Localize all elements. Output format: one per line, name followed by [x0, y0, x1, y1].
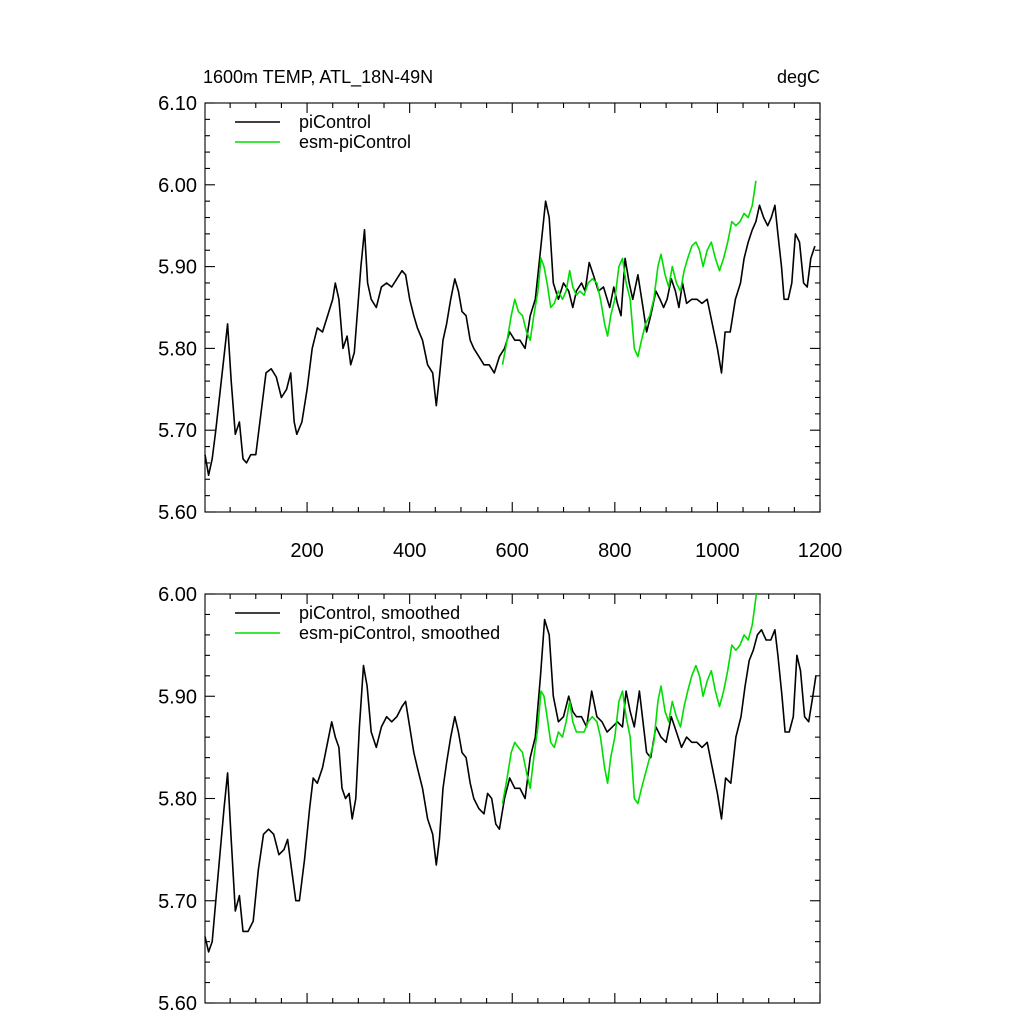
- legend-label: esm-piControl: [299, 132, 411, 152]
- x-tick-label: 800: [598, 540, 631, 562]
- legend-label: piControl: [299, 112, 371, 132]
- y-tick-label: 5.60: [158, 502, 197, 524]
- series-line-picontrol-smoothed: [204, 618, 817, 953]
- x-tick-label: 600: [496, 540, 529, 562]
- y-tick-label: 6.10: [158, 93, 197, 115]
- y-tick-label: 6.00: [158, 175, 197, 197]
- top-panel: 5.60 5.70 5.80 5.90 6.00 6.10 200 400 600 800 1000…: [158, 93, 842, 562]
- x-tick-label: 200: [290, 540, 323, 562]
- legend-label: piControl, smoothed: [299, 603, 460, 623]
- units-label: degC: [777, 67, 820, 87]
- y-tick-label: 5.70: [158, 891, 197, 913]
- bottom-panel: 5.60 5.70 5.80 5.90 6.00 piControl, smoothede…: [158, 584, 821, 1015]
- series-line-esm-picontrol: [501, 180, 757, 365]
- series-line-picontrol: [204, 200, 816, 476]
- legend-label: esm-piControl, smoothed: [299, 623, 500, 643]
- y-tick-label: 6.00: [158, 584, 197, 606]
- series-line-esm-picontrol-smoothed: [501, 593, 758, 805]
- y-tick-label: 5.80: [158, 789, 197, 811]
- y-tick-label: 5.90: [158, 686, 197, 708]
- x-tick-label: 400: [393, 540, 426, 562]
- y-tick-label: 5.70: [158, 420, 197, 442]
- plot-title: 1600m TEMP, ATL_18N-49N: [203, 67, 433, 88]
- x-tick-label: 1000: [695, 540, 740, 562]
- y-tick-label: 5.90: [158, 257, 197, 279]
- plot-frame: [204, 593, 821, 1004]
- y-tick-label: 5.60: [158, 993, 197, 1015]
- y-tick-label: 5.80: [158, 338, 197, 360]
- x-tick-label: 1200: [798, 540, 843, 562]
